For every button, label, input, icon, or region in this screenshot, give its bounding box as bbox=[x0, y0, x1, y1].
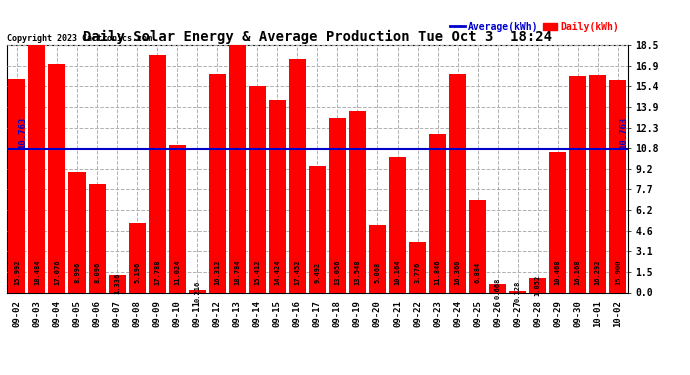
Bar bbox=[148, 54, 166, 292]
Text: 10.468: 10.468 bbox=[555, 260, 561, 285]
Text: 0.668: 0.668 bbox=[495, 278, 501, 298]
Text: 13.056: 13.056 bbox=[335, 260, 340, 285]
Bar bbox=[289, 59, 306, 292]
Bar bbox=[309, 165, 326, 292]
Text: 1.336: 1.336 bbox=[114, 273, 120, 294]
Bar bbox=[409, 242, 426, 292]
Text: 18.484: 18.484 bbox=[34, 260, 40, 285]
Bar bbox=[449, 74, 466, 292]
Text: 10.164: 10.164 bbox=[395, 260, 400, 285]
Text: 0.128: 0.128 bbox=[515, 281, 521, 302]
Text: 14.424: 14.424 bbox=[275, 260, 280, 285]
Bar bbox=[229, 41, 246, 292]
Legend: Average(kWh), Daily(kWh): Average(kWh), Daily(kWh) bbox=[446, 18, 623, 36]
Bar bbox=[509, 291, 526, 292]
Bar bbox=[108, 274, 126, 292]
Text: 9.492: 9.492 bbox=[315, 262, 320, 283]
Bar bbox=[429, 134, 446, 292]
Text: 16.312: 16.312 bbox=[214, 260, 220, 285]
Bar bbox=[529, 278, 546, 292]
Text: 8.996: 8.996 bbox=[74, 262, 80, 283]
Bar bbox=[88, 184, 106, 292]
Text: 10.763: 10.763 bbox=[620, 116, 629, 148]
Text: 15.992: 15.992 bbox=[14, 260, 20, 285]
Text: 17.452: 17.452 bbox=[295, 260, 300, 285]
Text: 11.846: 11.846 bbox=[435, 260, 441, 285]
Bar bbox=[489, 284, 506, 292]
Bar bbox=[329, 118, 346, 292]
Bar bbox=[28, 45, 46, 292]
Text: 15.900: 15.900 bbox=[615, 260, 621, 285]
Bar bbox=[349, 111, 366, 292]
Bar bbox=[609, 80, 627, 292]
Text: 3.776: 3.776 bbox=[415, 262, 421, 283]
Text: 10.763: 10.763 bbox=[19, 116, 28, 148]
Bar bbox=[269, 99, 286, 292]
Text: 17.788: 17.788 bbox=[154, 260, 160, 285]
Bar bbox=[249, 86, 266, 292]
Text: 13.548: 13.548 bbox=[355, 260, 360, 285]
Bar bbox=[369, 225, 386, 292]
Text: 16.168: 16.168 bbox=[575, 260, 581, 285]
Text: 5.068: 5.068 bbox=[375, 262, 380, 283]
Bar bbox=[8, 78, 26, 292]
Text: 8.096: 8.096 bbox=[94, 262, 100, 283]
Bar bbox=[469, 200, 486, 292]
Text: 0.216: 0.216 bbox=[194, 280, 200, 302]
Bar bbox=[188, 290, 206, 292]
Text: 11.024: 11.024 bbox=[174, 260, 180, 285]
Bar bbox=[569, 76, 586, 292]
Text: 18.784: 18.784 bbox=[235, 260, 240, 285]
Text: Copyright 2023 Cartronics.com: Copyright 2023 Cartronics.com bbox=[7, 33, 152, 42]
Bar bbox=[128, 223, 146, 292]
Text: 15.412: 15.412 bbox=[255, 260, 260, 285]
Bar bbox=[389, 156, 406, 292]
Text: 5.196: 5.196 bbox=[134, 262, 140, 283]
Bar bbox=[168, 145, 186, 292]
Text: 6.884: 6.884 bbox=[475, 262, 481, 283]
Bar bbox=[549, 153, 566, 292]
Bar bbox=[208, 74, 226, 292]
Bar bbox=[68, 172, 86, 292]
Title: Daily Solar Energy & Average Production Tue Oct 3  18:24: Daily Solar Energy & Average Production … bbox=[83, 30, 552, 44]
Bar bbox=[48, 64, 66, 292]
Text: 1.052: 1.052 bbox=[535, 275, 541, 296]
Text: 16.360: 16.360 bbox=[455, 260, 461, 285]
Bar bbox=[589, 75, 607, 292]
Text: 16.292: 16.292 bbox=[595, 260, 601, 285]
Text: 17.076: 17.076 bbox=[54, 260, 60, 285]
